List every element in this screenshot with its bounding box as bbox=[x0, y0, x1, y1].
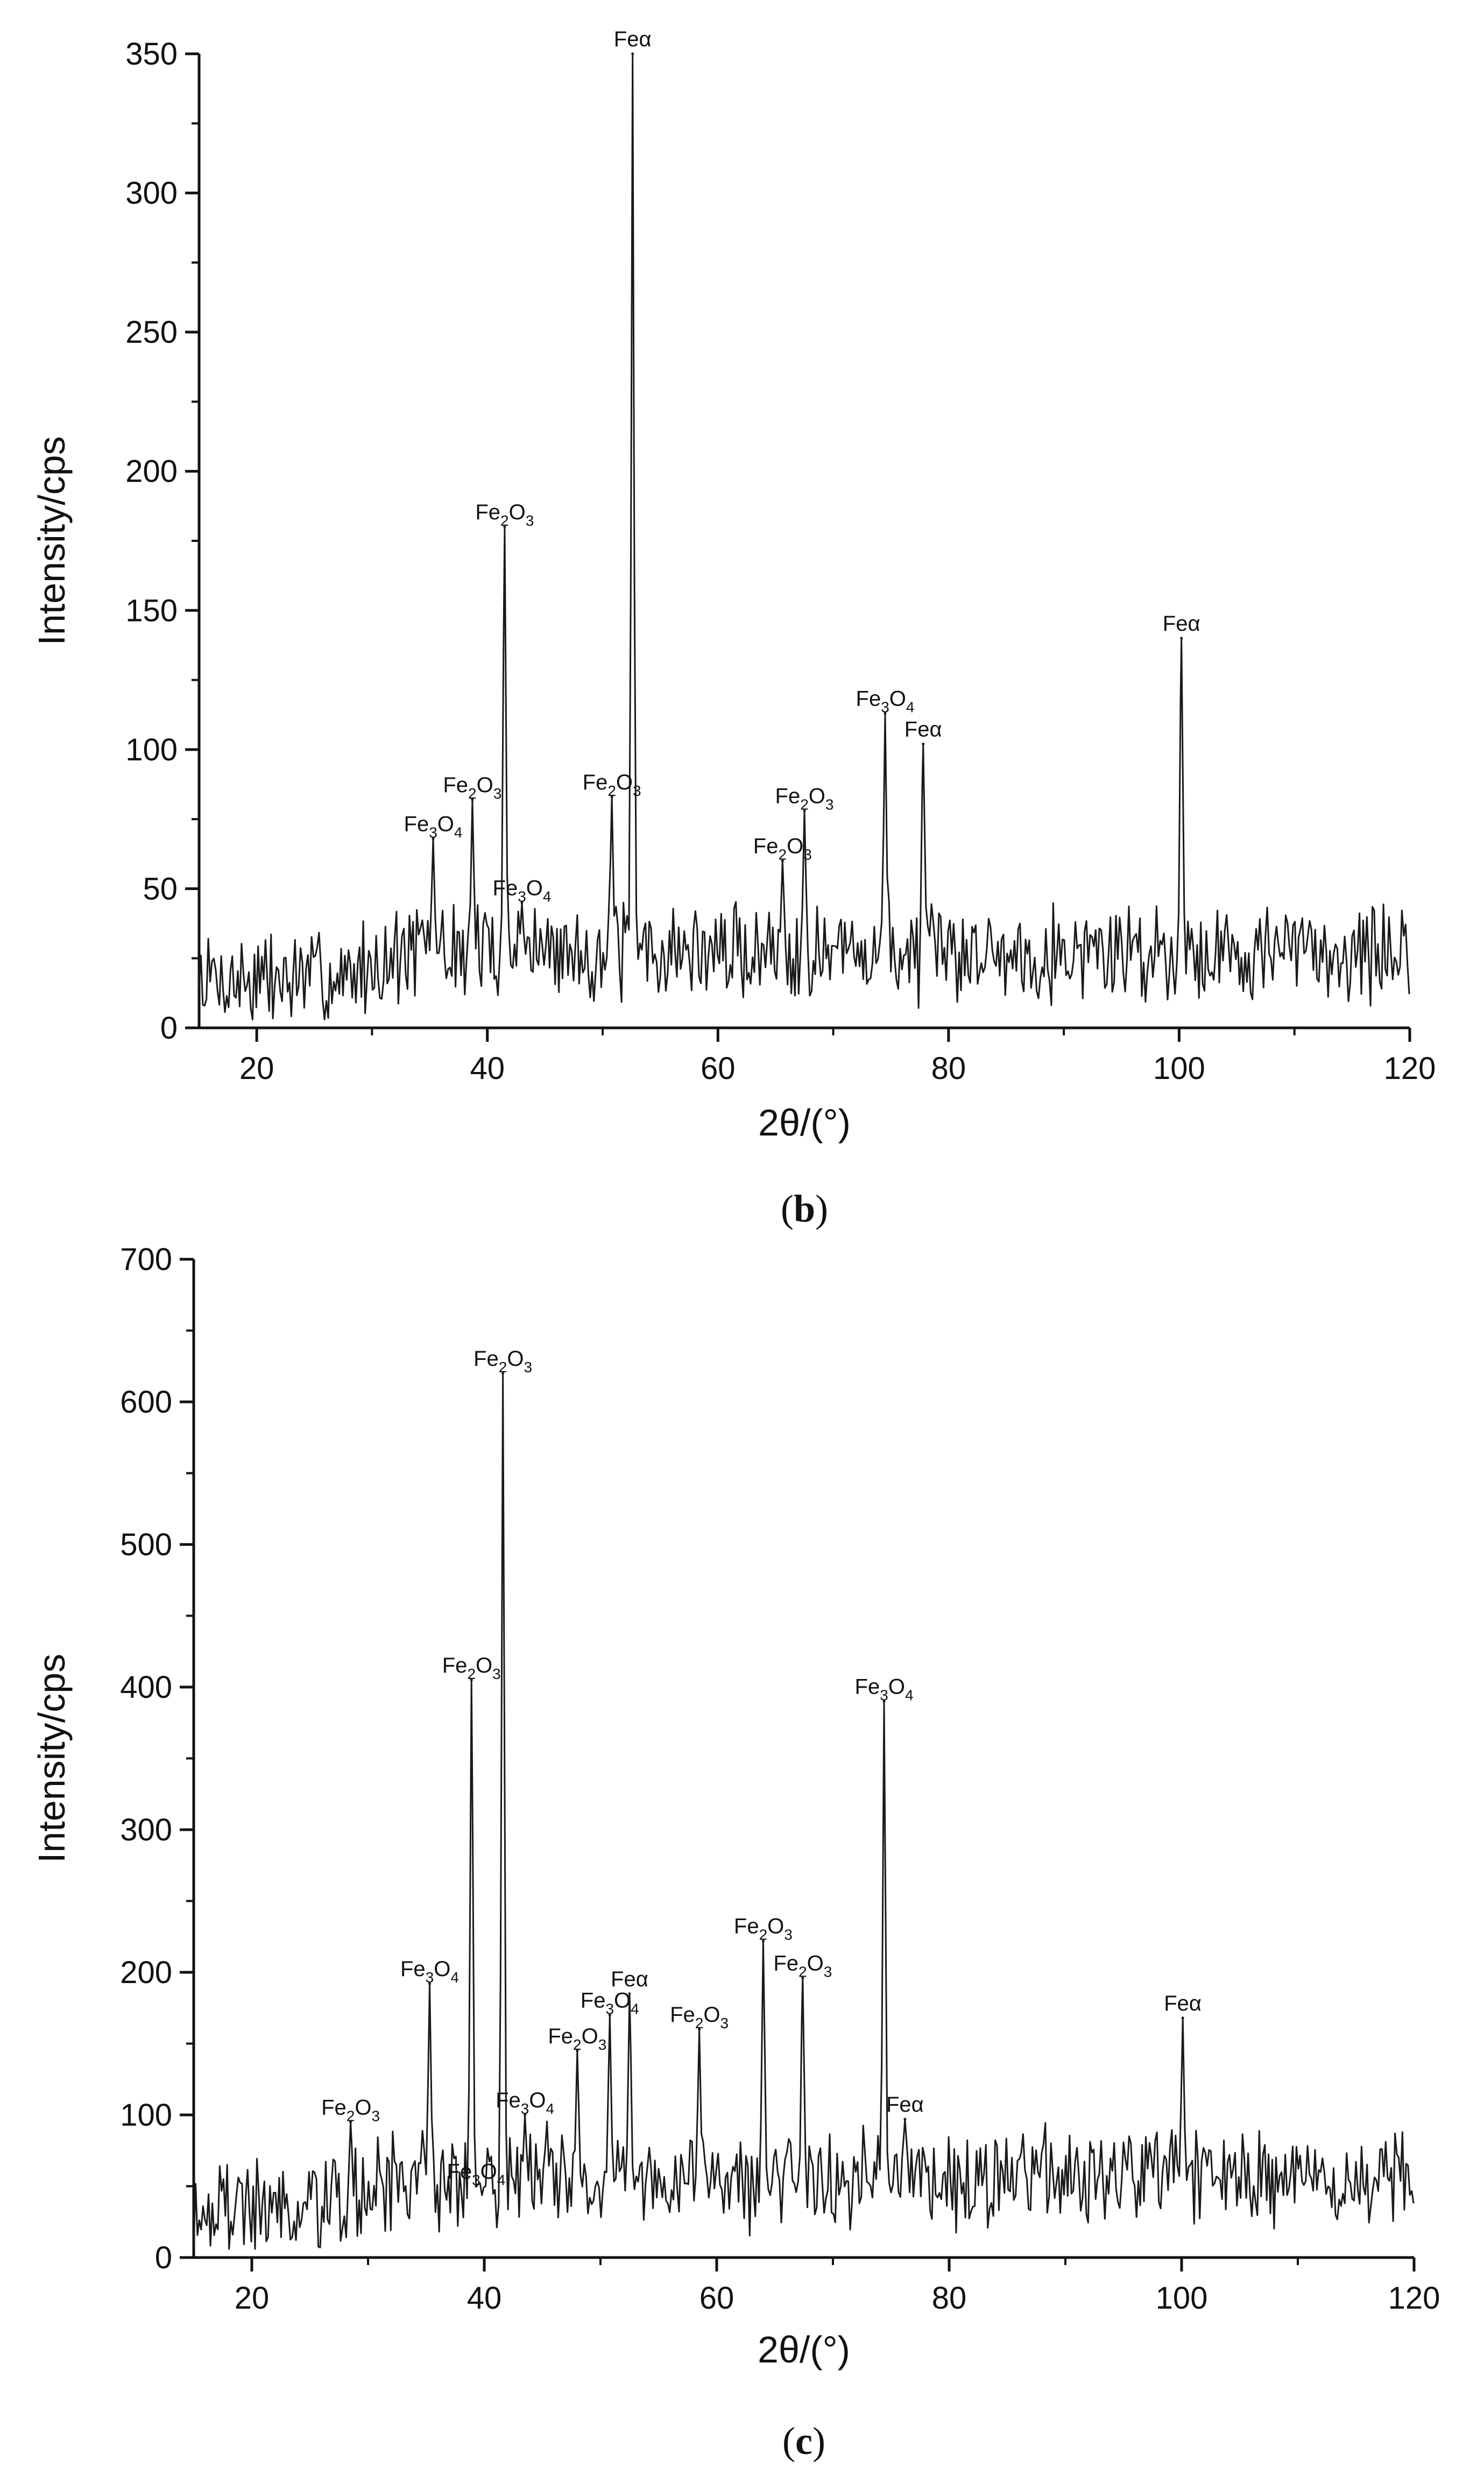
y-tick-label: 350 bbox=[125, 37, 178, 72]
peak-point bbox=[349, 2120, 352, 2124]
peak-point bbox=[903, 2118, 907, 2121]
y-tick-label: 300 bbox=[125, 176, 178, 211]
peak-label: Fe3O4 bbox=[447, 2160, 505, 2189]
peak-label: Fe2O3 bbox=[321, 2096, 380, 2124]
chart-panel-b: 0 50 100 150 200 250 300 350 20 40 60 80 100 120 2θ/(°… bbox=[31, 27, 1436, 1230]
y-tick-label: 100 bbox=[125, 732, 178, 767]
peak-point bbox=[503, 525, 506, 528]
peak-point bbox=[524, 2113, 527, 2117]
panel-caption: (b) bbox=[781, 1187, 828, 1230]
x-tick-label: 100 bbox=[1153, 1051, 1205, 1086]
y-tick-label: 200 bbox=[125, 454, 178, 489]
peak-label: Fe2O3 bbox=[753, 835, 812, 863]
panel-caption: (c) bbox=[782, 2419, 825, 2463]
y-tick-label: 150 bbox=[125, 593, 178, 628]
x-tick-label: 20 bbox=[239, 1051, 274, 1086]
peak-point bbox=[803, 809, 806, 813]
peak-label: Fe2O3 bbox=[773, 1952, 832, 1980]
x-axis-title: 2θ/(°) bbox=[758, 2329, 850, 2371]
peak-point bbox=[698, 2028, 701, 2031]
peak-label: Fe2O3 bbox=[670, 2003, 729, 2031]
peak-point bbox=[781, 859, 784, 863]
x-tick-label: 60 bbox=[701, 1051, 736, 1086]
x-tick-label: 120 bbox=[1384, 1051, 1436, 1086]
peak-point bbox=[631, 52, 634, 55]
peak-label: Fe2O3 bbox=[775, 785, 834, 813]
peak-point bbox=[475, 2185, 478, 2188]
y-axis-title: Intensity/cps bbox=[31, 1654, 73, 1863]
y-axis-title: Intensity/cps bbox=[31, 436, 73, 645]
peak-label: Fe2O3 bbox=[442, 1654, 501, 1682]
peak-point bbox=[520, 901, 524, 904]
y-tick-label: 600 bbox=[120, 1385, 172, 1420]
y-tick-label: 0 bbox=[155, 2240, 172, 2275]
x-tick-label: 80 bbox=[932, 2281, 967, 2316]
peak-label: Fe3O4 bbox=[493, 876, 552, 905]
x-tick-label: 20 bbox=[235, 2281, 270, 2316]
peak-label: Fe2O3 bbox=[583, 771, 641, 799]
peak-point bbox=[1181, 2016, 1184, 2020]
peak-label: Fe3O4 bbox=[581, 1989, 639, 2018]
y-tick-label: 300 bbox=[120, 1812, 172, 1847]
peak-point bbox=[922, 743, 925, 746]
peak-label: Fe2O3 bbox=[443, 773, 501, 802]
peak-point bbox=[610, 795, 613, 799]
peak-point bbox=[432, 837, 435, 840]
peak-point bbox=[470, 1678, 473, 1682]
peak-label: Feα bbox=[904, 718, 942, 742]
x-tick-label: 40 bbox=[467, 2281, 502, 2316]
y-tick-label: 100 bbox=[120, 2098, 172, 2133]
y-tick-label: 500 bbox=[120, 1527, 172, 1562]
peak-point bbox=[471, 798, 474, 801]
peak-label: Fe3O4 bbox=[400, 1957, 459, 1986]
peak-point bbox=[628, 1992, 631, 1995]
x-tick-label: 40 bbox=[470, 1051, 505, 1086]
peak-label: Fe2O3 bbox=[548, 2025, 606, 2053]
peak-label: Feα bbox=[886, 2093, 924, 2117]
peak-label: Fe2O3 bbox=[474, 1347, 532, 1375]
peak-point bbox=[882, 1700, 886, 1703]
y-tick-label: 200 bbox=[120, 1955, 172, 1990]
peak-label: Feα bbox=[1163, 612, 1200, 636]
peak-point bbox=[501, 1372, 505, 1375]
y-tick-label: 400 bbox=[120, 1670, 172, 1705]
peak-point bbox=[608, 2014, 611, 2016]
x-tick-label: 80 bbox=[931, 1051, 966, 1086]
chart-panel-c: 0 100 200 300 400 500 600 700 20 40 60 80 100 120 2θ/(… bbox=[31, 1242, 1440, 2463]
peak-point bbox=[428, 1982, 431, 1985]
peak-point bbox=[1180, 637, 1183, 640]
x-tick-label: 60 bbox=[699, 2281, 734, 2316]
peak-label: Feα bbox=[611, 1967, 648, 1991]
x-axis-title: 2θ/(°) bbox=[758, 1102, 851, 1144]
peak-label: Fe2O3 bbox=[734, 1915, 793, 1943]
peak-label: Feα bbox=[614, 27, 652, 51]
peak-point bbox=[761, 1939, 765, 1943]
peak-label: Fe2O3 bbox=[475, 500, 534, 529]
peak-label: Fe3O4 bbox=[855, 1675, 914, 1704]
x-tick-label: 100 bbox=[1156, 2281, 1208, 2316]
peak-point bbox=[884, 712, 887, 715]
y-tick-label: 250 bbox=[125, 315, 178, 350]
peak-point bbox=[801, 1977, 804, 1980]
peak-label: Feα bbox=[1164, 1992, 1202, 2015]
y-tick-label: 50 bbox=[143, 871, 178, 906]
y-tick-label: 700 bbox=[120, 1242, 172, 1277]
peak-point bbox=[576, 2049, 579, 2052]
x-tick-label: 120 bbox=[1388, 2281, 1440, 2316]
y-tick-label: 0 bbox=[160, 1011, 178, 1046]
peak-label: Fe3O4 bbox=[856, 687, 915, 716]
peak-label: Fe3O4 bbox=[404, 812, 463, 841]
peak-label: Fe3O4 bbox=[496, 2089, 554, 2117]
